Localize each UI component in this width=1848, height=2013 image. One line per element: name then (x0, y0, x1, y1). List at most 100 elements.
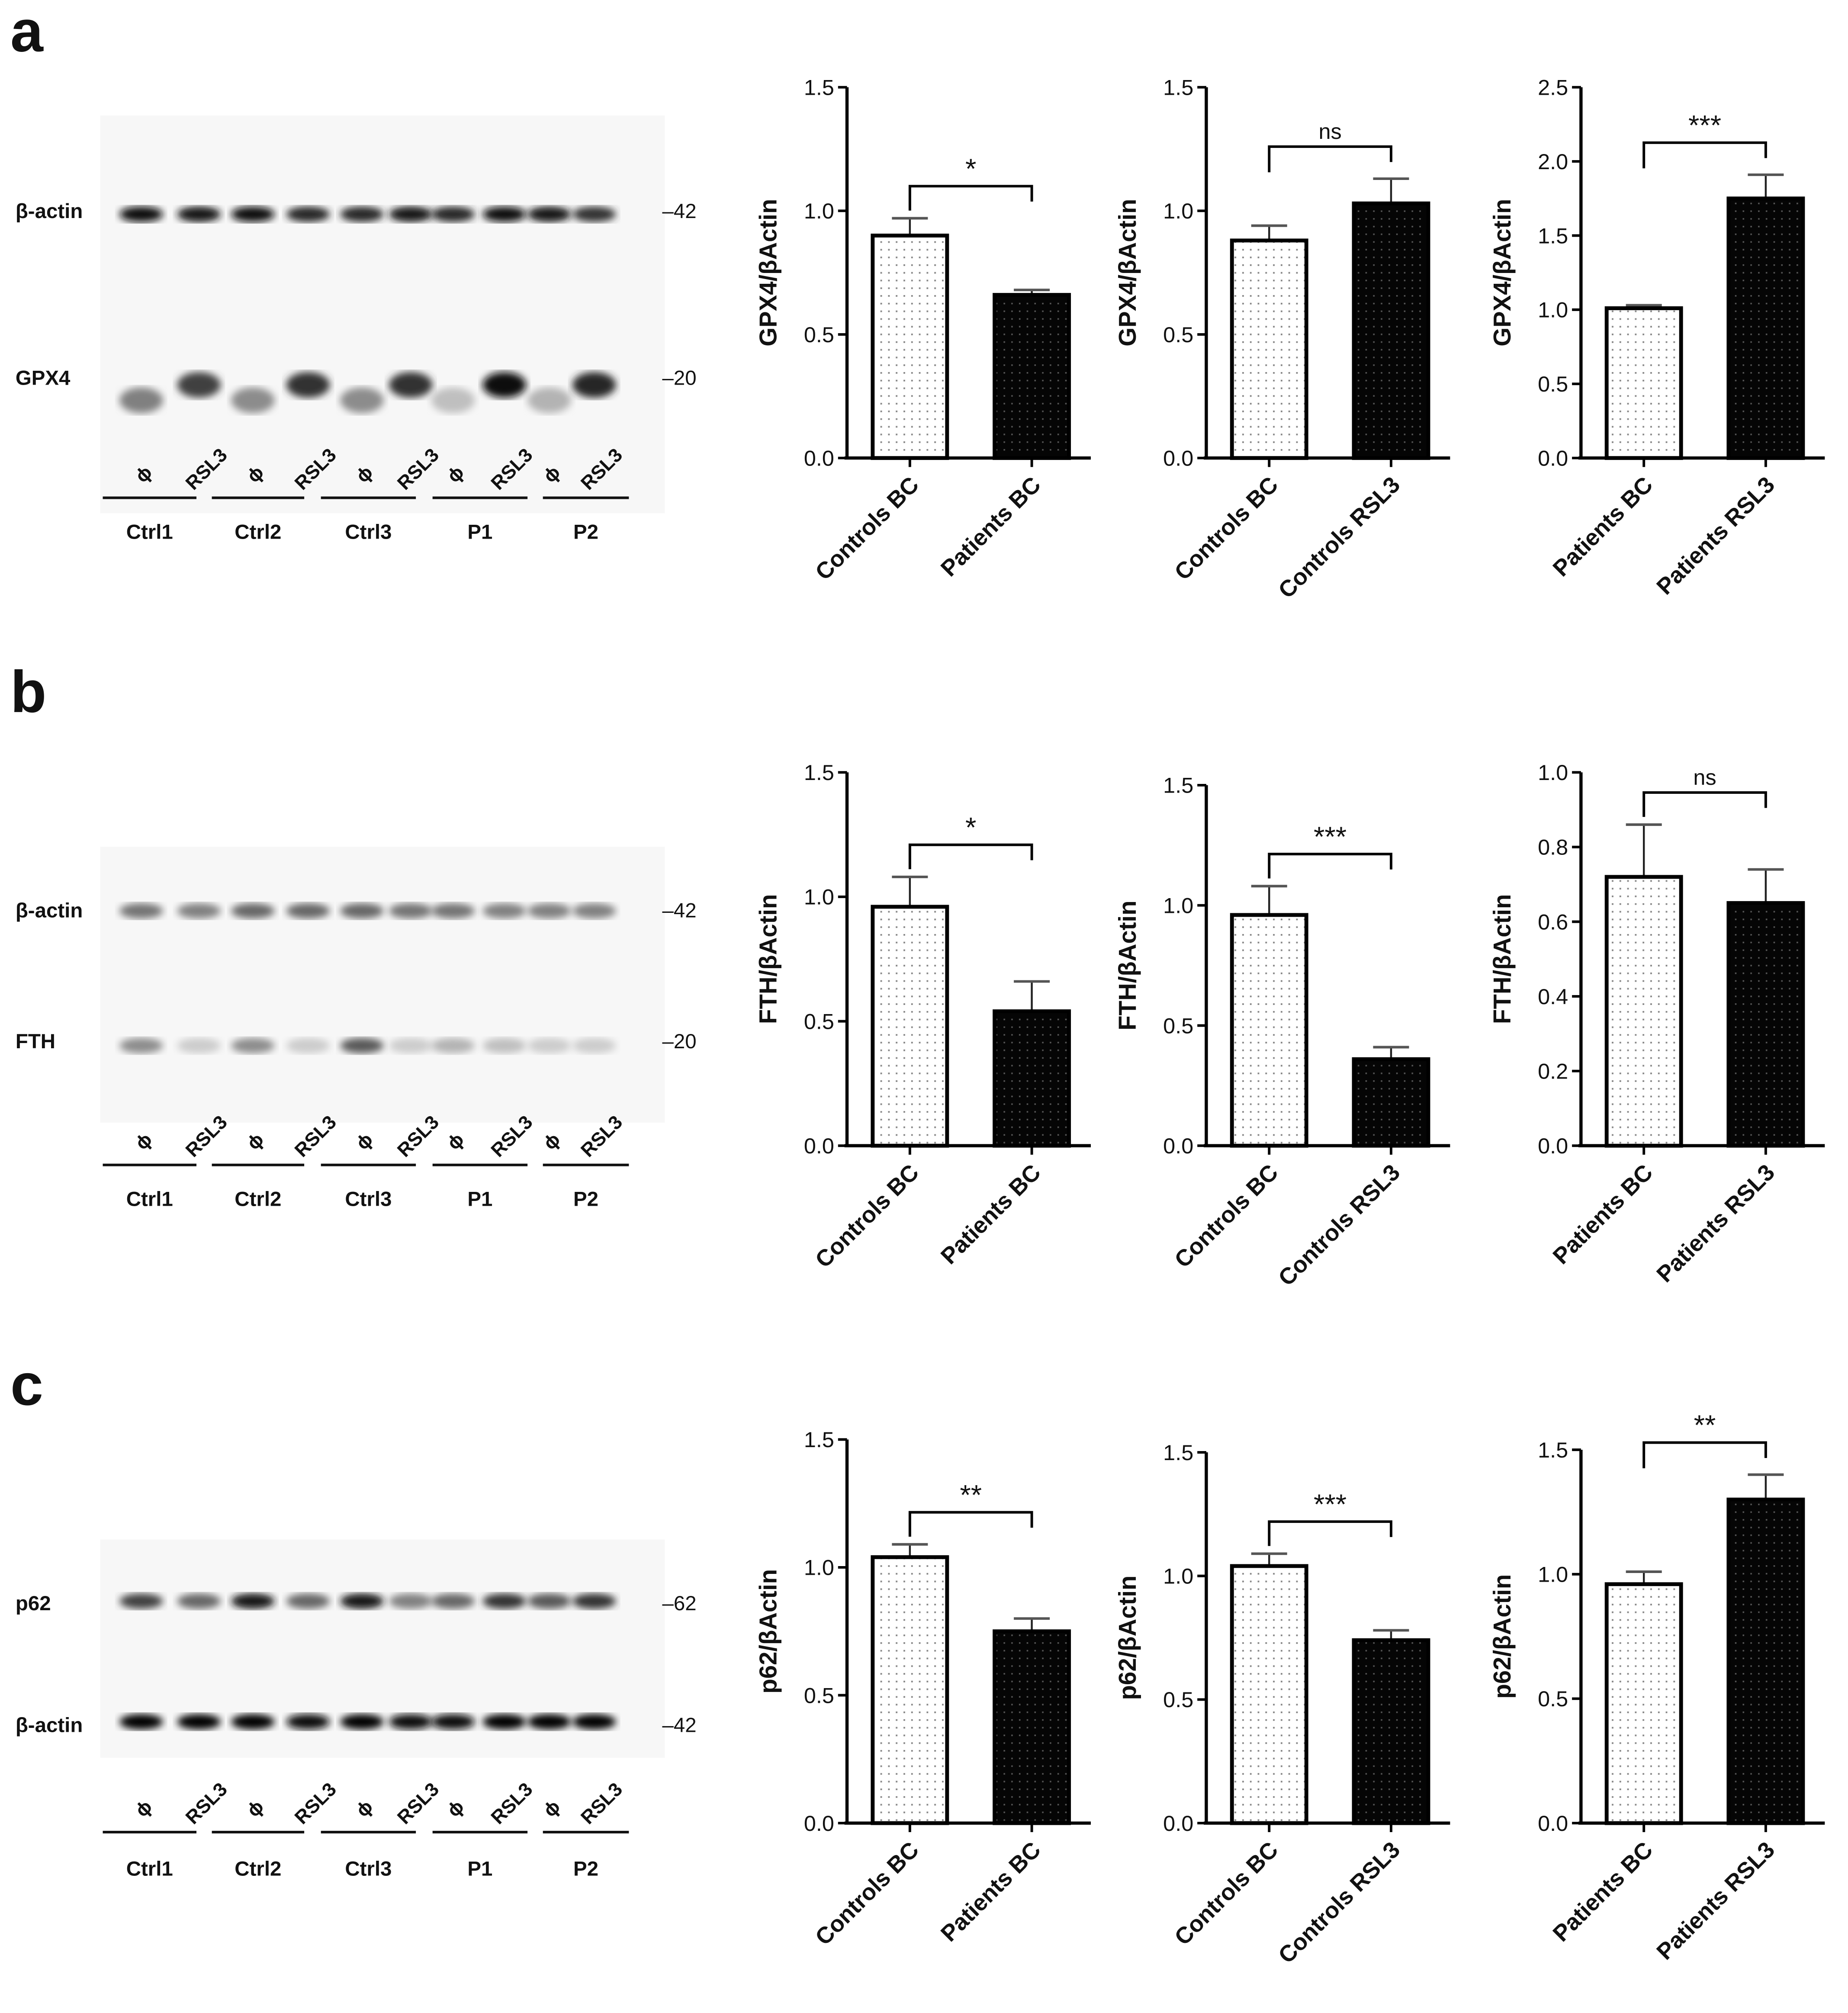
bar (993, 293, 1071, 460)
blot-band (177, 1714, 221, 1730)
x-tick-label: Controls RSL3 (1273, 1837, 1405, 1968)
mw-marker: –62 (662, 1592, 697, 1615)
lane-label-untreated: ϕ (352, 1796, 377, 1821)
blot-band (177, 903, 221, 919)
y-tick-label: 1.5 (1538, 223, 1568, 248)
blot-band (431, 1714, 475, 1730)
blot-band (286, 1593, 330, 1609)
lane-label-untreated: ϕ (443, 1796, 468, 1821)
bar (1604, 306, 1683, 460)
chart-a-2: 0.0 0.5 1.0 1.5 GPX4/βActin Controls BCContro… (1114, 75, 1450, 604)
blot-band (340, 206, 384, 222)
x-tick-label: Controls BC (810, 1837, 924, 1950)
y-tick-label: 0.5 (804, 322, 834, 347)
blot-band (231, 903, 275, 919)
lane-label-rsl3: RSL3 (487, 1779, 537, 1828)
group-label: Ctrl3 (345, 521, 392, 544)
mw-marker: –42 (662, 899, 697, 922)
x-tick-label: Controls BC (1170, 472, 1283, 585)
blot-band (177, 372, 221, 398)
blot-band (286, 1714, 330, 1730)
y-tick-label: 1.0 (1163, 1564, 1193, 1589)
bar (1230, 1564, 1308, 1825)
chart-c-3: 0.0 0.5 1.0 1.5 p62/βActin Patients BCPatient… (1488, 1409, 1825, 1965)
blot-band (527, 1038, 571, 1053)
blot-band (389, 372, 433, 398)
y-tick-label: 0.0 (804, 1133, 834, 1158)
blot-band (482, 1714, 527, 1730)
y-tick-label: 0.0 (804, 1811, 834, 1836)
x-tick-label: Patients RSL3 (1652, 472, 1780, 600)
lane-label-untreated: ϕ (243, 1129, 268, 1154)
blot-band (572, 206, 616, 222)
group-label: Ctrl2 (235, 521, 281, 544)
y-tick-label: 1.5 (1163, 75, 1193, 100)
x-tick-label: Patients BC (1548, 1159, 1658, 1269)
y-tick-label: 0.0 (1538, 446, 1568, 471)
blot-band (572, 372, 616, 398)
y-tick-label: 0.5 (804, 1683, 834, 1708)
mw-marker: –20 (662, 367, 697, 390)
blot-band (389, 903, 433, 919)
bar (871, 905, 949, 1148)
blot-band (286, 903, 330, 919)
blot-band (431, 1593, 475, 1609)
y-tick-label: 1.5 (1163, 1440, 1193, 1465)
blot-band (527, 903, 571, 919)
lane-label-rsl3: RSL3 (393, 1779, 443, 1828)
y-tick-label: 0.8 (1538, 835, 1568, 860)
blot-band (340, 1593, 384, 1609)
x-tick-label: Controls RSL3 (1273, 1159, 1405, 1291)
x-tick-label: Patients RSL3 (1652, 1837, 1780, 1965)
bar (1726, 901, 1805, 1148)
bar (1726, 196, 1805, 460)
bar (1352, 201, 1430, 460)
blot-band (431, 387, 475, 413)
blot-band (340, 1038, 384, 1053)
blot-band (389, 1714, 433, 1730)
x-tick-label: Controls BC (810, 1159, 924, 1273)
group-label: Ctrl2 (235, 1858, 281, 1881)
x-tick-label: Patients BC (936, 472, 1046, 582)
chart-a-3: 0.0 0.5 1.0 1.5 2.0 2.5 GPX4/βActin Patients BC… (1488, 75, 1825, 600)
y-tick-label: 1.5 (1538, 1438, 1568, 1462)
blot-band (231, 387, 275, 413)
significance-label: * (965, 812, 976, 843)
mw-marker: –42 (662, 200, 697, 223)
significance-label: ns (1318, 119, 1341, 144)
y-tick-label: 2.5 (1538, 75, 1568, 100)
chart-b-3: 0.0 0.2 0.4 0.6 0.8 1.0 FTH/βActin Patients BCP… (1488, 760, 1825, 1287)
blot-band (286, 206, 330, 222)
y-tick-label: 1.0 (804, 885, 834, 909)
blot-band (177, 1038, 221, 1053)
blot-band (482, 372, 527, 398)
blot-band (431, 903, 475, 919)
blot-band (527, 387, 571, 413)
y-tick-label: 0.2 (1538, 1059, 1568, 1083)
y-tick-label: 0.0 (1163, 1811, 1193, 1836)
blot-band (572, 903, 616, 919)
blot-row-1: β-actin –42 (16, 1714, 697, 1737)
blot-band (527, 1593, 571, 1609)
y-tick-label: 1.5 (804, 1427, 834, 1452)
lane-label-untreated: ϕ (443, 1129, 468, 1154)
group-label: P1 (467, 521, 492, 544)
protein-label: p62 (16, 1592, 51, 1615)
blot-band (340, 903, 384, 919)
y-axis-label: GPX4/βActin (1114, 199, 1141, 347)
blot-background (100, 847, 665, 1123)
blot-background (100, 115, 665, 514)
y-tick-label: 1.0 (1538, 298, 1568, 322)
bar (1230, 913, 1308, 1148)
group-label: P2 (573, 1188, 598, 1211)
chart-b-1: 0.0 0.5 1.0 1.5 FTH/βActin Controls BC Patient… (754, 760, 1091, 1273)
group-label: Ctrl1 (126, 521, 173, 544)
blot-row-1: FTH –20 (16, 1030, 697, 1053)
bar (1230, 238, 1308, 460)
bar (871, 234, 949, 460)
blot-band (340, 1714, 384, 1730)
blot-band (231, 1038, 275, 1053)
